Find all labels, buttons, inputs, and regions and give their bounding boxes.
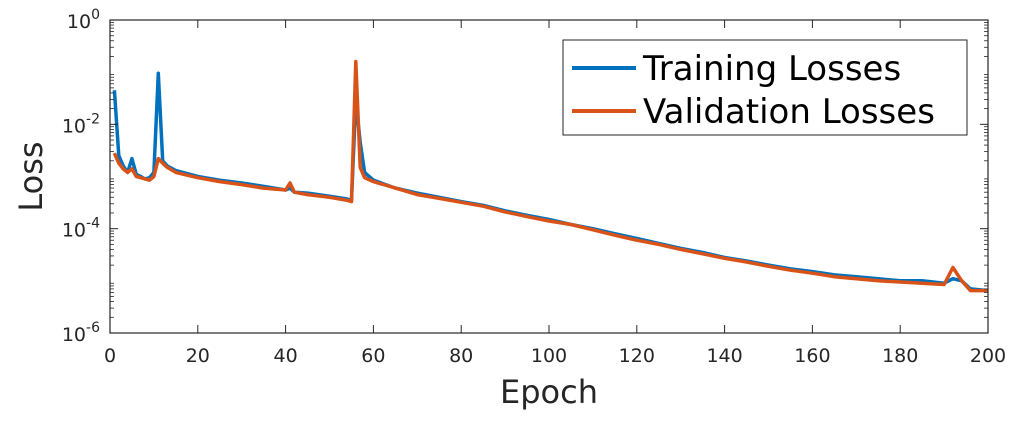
x-tick-label: 120 bbox=[619, 345, 655, 367]
x-tick-label: 200 bbox=[970, 345, 1006, 367]
legend-box bbox=[562, 39, 968, 136]
y-tick-label: 10-4 bbox=[62, 216, 100, 242]
y-tick-label: 10-2 bbox=[62, 111, 100, 137]
x-tick-label: 60 bbox=[361, 345, 385, 367]
y-axis-ticks: 10-6 10-4 10-2 100 bbox=[62, 7, 988, 346]
series-line-validation bbox=[112, 59, 988, 293]
y-axis-title: Loss bbox=[12, 141, 50, 211]
x-axis-title: Epoch bbox=[500, 373, 598, 411]
x-tick-label: 0 bbox=[104, 345, 116, 367]
y-tick-label: 10-6 bbox=[62, 320, 100, 346]
x-axis-ticks: 0 20 40 60 80 100 120 140 160 180 200 bbox=[104, 20, 1006, 367]
x-tick-label: 180 bbox=[882, 345, 918, 367]
legend-label-training: Training Losses bbox=[642, 49, 901, 89]
y-tick-label: 100 bbox=[67, 7, 100, 33]
x-tick-label: 140 bbox=[706, 345, 742, 367]
series-layer bbox=[112, 59, 989, 293]
x-tick-label: 20 bbox=[186, 345, 210, 367]
x-tick-label: 100 bbox=[531, 345, 567, 367]
legend: Training Losses Validation Losses bbox=[562, 39, 968, 136]
x-tick-label: 40 bbox=[274, 345, 298, 367]
legend-label-validation: Validation Losses bbox=[643, 92, 935, 132]
x-tick-label: 80 bbox=[449, 345, 473, 367]
x-tick-label: 160 bbox=[794, 345, 830, 367]
